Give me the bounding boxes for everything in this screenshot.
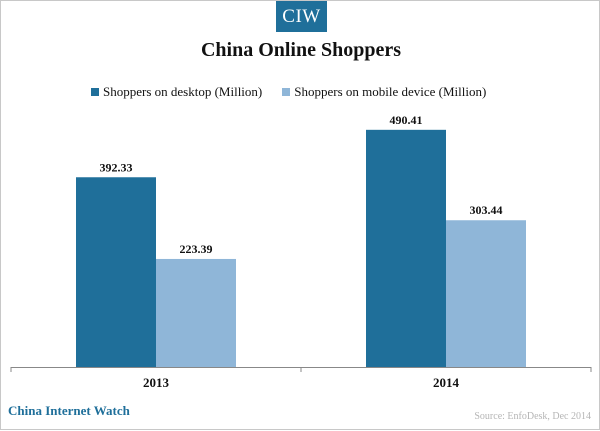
legend-swatch-mobile: [282, 88, 291, 96]
legend: Shoppers on desktop (Million) Shoppers o…: [91, 83, 506, 101]
data-label-2013-desktop: 392.33: [100, 160, 133, 174]
category-label-2013: 2013: [143, 375, 170, 390]
bar-2013-desktop: [76, 177, 156, 367]
footer-brand: China Internet Watch: [8, 403, 130, 418]
footer-source: Source: EnfoDesk, Dec 2014: [474, 411, 591, 422]
data-label-2014-mobile: 303.44: [470, 203, 503, 217]
legend-item-mobile: Shoppers on mobile device (Million): [282, 84, 486, 100]
data-label-2014-desktop: 490.41: [390, 113, 423, 127]
bar-2014-desktop: [366, 129, 446, 367]
legend-swatch-desktop: [91, 88, 99, 96]
bar-2013-mobile: [156, 258, 236, 367]
legend-label-mobile: Shoppers on mobile device (Million): [294, 84, 487, 99]
ciw-logo: CIW: [276, 1, 327, 32]
bar-2014-mobile: [446, 220, 526, 367]
legend-item-desktop: Shoppers on desktop (Million): [91, 84, 262, 100]
data-label-2013-mobile: 223.39: [180, 242, 213, 256]
legend-label-desktop: Shoppers on desktop (Million): [103, 84, 263, 99]
category-label-2014: 2014: [433, 375, 460, 390]
chart-title: China Online Shoppers: [200, 39, 402, 61]
